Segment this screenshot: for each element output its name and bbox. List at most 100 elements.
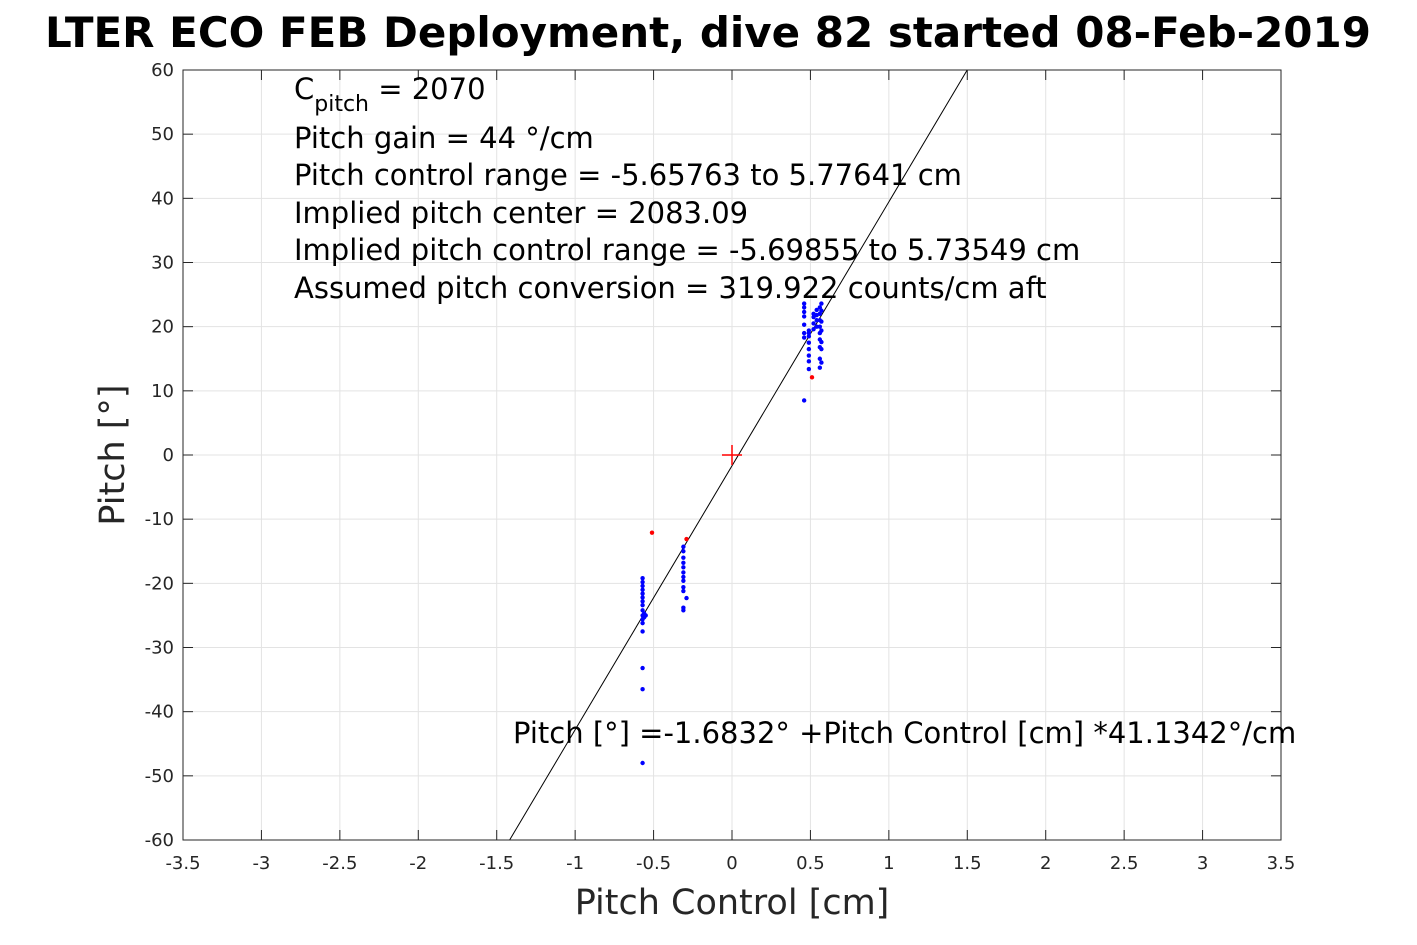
x-tick-label: 1.5	[953, 853, 982, 874]
data-point	[640, 583, 645, 589]
data-point	[640, 591, 645, 596]
x-tick-label: -2	[409, 853, 427, 874]
data-point	[684, 536, 689, 542]
y-tick-label: 50	[151, 124, 174, 145]
data-point	[814, 324, 819, 329]
data-point	[681, 560, 686, 565]
annotation-cpitch-main: C	[294, 72, 314, 106]
y-tick-label: 10	[151, 381, 174, 402]
data-point	[819, 360, 824, 365]
y-tick-label: 0	[163, 445, 174, 466]
annotation-assumed-pitch-conversion: Assumed pitch conversion = 319.922 count…	[294, 271, 1047, 305]
data-point	[801, 305, 807, 310]
data-point	[806, 340, 812, 345]
data-point	[681, 578, 686, 583]
data-point	[643, 613, 648, 618]
data-points	[640, 301, 824, 766]
x-tick-label: 3.5	[1267, 853, 1296, 874]
data-point	[681, 574, 686, 580]
x-tick-label: 2.5	[1110, 853, 1139, 874]
x-tick-label: -0.5	[636, 853, 671, 874]
data-point	[801, 330, 807, 336]
data-point	[801, 322, 807, 327]
data-point	[806, 334, 812, 339]
fit-equation-label: Pitch [°] =-1.6832° +Pitch Control [cm] …	[513, 716, 1296, 750]
data-point	[640, 576, 645, 581]
x-tick-label: 1	[883, 853, 894, 874]
data-point	[801, 314, 807, 319]
data-point	[640, 629, 645, 634]
data-point	[819, 319, 824, 324]
y-tick-label: -50	[145, 766, 174, 787]
data-point	[681, 565, 686, 570]
y-tick-label: 30	[151, 253, 174, 274]
data-point	[811, 321, 816, 326]
x-tick-label: -1.5	[479, 853, 514, 874]
data-point	[819, 308, 824, 313]
data-point	[801, 309, 807, 315]
data-point	[819, 346, 824, 352]
data-point	[806, 328, 812, 333]
data-point	[681, 608, 686, 613]
x-tick-label: -3	[252, 853, 270, 874]
annotation-cpitch: Cpitch = 2070	[294, 72, 486, 117]
y-tick-label: -40	[145, 702, 174, 723]
x-tick-label: 3	[1197, 853, 1208, 874]
data-point	[640, 620, 645, 626]
y-tick-label: -10	[145, 509, 174, 530]
data-point	[806, 366, 812, 372]
plot-frame	[182, 69, 1282, 841]
data-point	[681, 588, 686, 594]
annotation-pitch-gain: Pitch gain = 44 °/cm	[294, 121, 594, 155]
data-point	[640, 665, 645, 671]
data-point	[681, 555, 686, 560]
data-point	[806, 353, 812, 358]
data-point	[649, 530, 655, 535]
data-point	[814, 318, 819, 323]
data-point	[640, 599, 645, 604]
x-tick-label: -2.5	[322, 853, 357, 874]
data-point	[640, 602, 645, 608]
x-tick-label: 0	[726, 853, 737, 874]
x-tick-label: 0.5	[796, 853, 825, 874]
data-point	[817, 356, 823, 361]
y-tick-label: 40	[151, 188, 174, 209]
data-point	[640, 587, 645, 592]
y-tick-label: -20	[145, 573, 174, 594]
center-marker-layer	[722, 445, 742, 465]
x-tick-label: 2	[1040, 853, 1051, 874]
y-tick-label: -30	[145, 638, 174, 659]
annotation-implied-pitch-center: Implied pitch center = 2083.09	[294, 196, 748, 230]
data-point	[817, 324, 823, 329]
chart-title: LTER ECO FEB Deployment, dive 82 started…	[45, 8, 1371, 57]
data-point	[684, 595, 689, 601]
annotation-block: Cpitch = 2070 Pitch gain = 44 °/cm Pitch…	[294, 72, 1080, 305]
y-tick-label: 60	[151, 60, 174, 81]
data-point	[640, 687, 645, 692]
data-point	[806, 359, 812, 364]
data-point	[640, 579, 645, 585]
y-axis-label: Pitch [°]	[93, 384, 133, 525]
annotation-cpitch-value: = 2070	[369, 72, 486, 106]
data-point	[640, 760, 645, 766]
x-tick-label: -3.5	[165, 853, 200, 874]
data-point	[819, 301, 824, 306]
annotation-pitch-control-range: Pitch control range = -5.65763 to 5.7764…	[294, 158, 962, 192]
data-point	[681, 544, 686, 549]
data-point	[819, 339, 824, 345]
annotation-implied-pitch-control-range: Implied pitch control range = -5.69855 t…	[294, 233, 1080, 267]
data-point	[801, 301, 807, 306]
data-point	[801, 398, 807, 403]
data-point	[811, 327, 816, 332]
y-tick-label: 20	[151, 317, 174, 338]
data-point	[809, 375, 815, 380]
data-point	[814, 307, 819, 313]
data-point	[806, 346, 812, 352]
data-point	[817, 365, 823, 370]
x-tick-labels: -3.5 -3 -2.5 -2 -1.5 -1 -0.5 0 0.5 1 1.5 2 2.5 3 3.5	[165, 853, 1295, 874]
x-axis-label: Pitch Control [cm]	[575, 883, 890, 923]
data-point	[801, 335, 807, 340]
data-point	[681, 570, 686, 575]
data-point	[681, 549, 686, 554]
